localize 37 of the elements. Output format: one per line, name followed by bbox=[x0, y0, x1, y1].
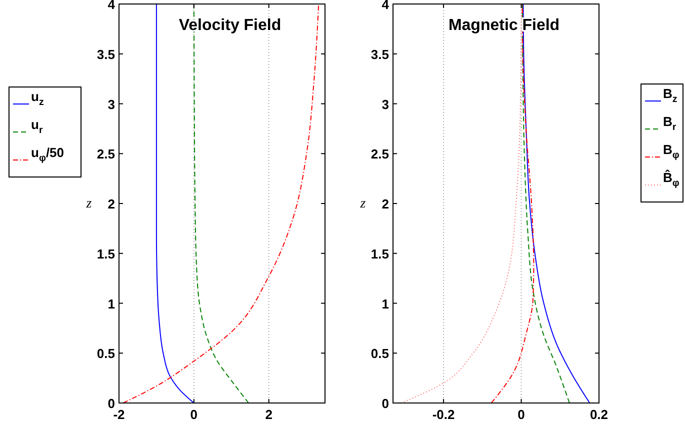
line-series bbox=[522, 4, 570, 403]
y-tick-label: 2.5 bbox=[370, 146, 389, 162]
y-tick-label: 3 bbox=[108, 96, 115, 112]
line-series bbox=[522, 4, 590, 403]
y-tick-label: 0 bbox=[108, 396, 115, 411]
y-tick-label: 3.5 bbox=[96, 46, 115, 62]
x-tick-label: 2 bbox=[265, 407, 272, 422]
x-tick-label: -0.2 bbox=[432, 407, 455, 422]
y-tick-label: 4 bbox=[382, 0, 390, 12]
legend-label: u$_{φ}$/50 bbox=[31, 145, 64, 164]
y-tick-label: 4 bbox=[108, 0, 116, 12]
y-tick-label: 2 bbox=[108, 196, 115, 212]
y-tick-label: 2.5 bbox=[96, 146, 115, 162]
x-tick-label: 0.2 bbox=[590, 407, 608, 422]
legend-label: u$_{r}$ bbox=[31, 117, 43, 136]
y-tick-label: 1.5 bbox=[370, 246, 389, 262]
text: Velocity Field bbox=[178, 17, 282, 34]
legend-label: B̂$_{φ}$ bbox=[663, 170, 680, 188]
y-tick-label: 2 bbox=[382, 196, 389, 212]
y-tick-label: 0.5 bbox=[370, 346, 389, 362]
y-tick-label: 0 bbox=[382, 396, 389, 411]
x-tick-label: 0 bbox=[518, 407, 525, 422]
y-tick-label: 1 bbox=[382, 296, 389, 312]
y-axis-title: z bbox=[359, 196, 366, 212]
x-tick-label: 0 bbox=[190, 407, 198, 422]
x-tick-label: -2 bbox=[113, 407, 125, 422]
legend-label: u$_{z}$ bbox=[31, 89, 44, 108]
y-tick-label: 1 bbox=[108, 296, 115, 312]
line-series bbox=[122, 4, 320, 403]
legend-label: B$_{φ}$ bbox=[663, 142, 680, 160]
y-tick-label: 0.5 bbox=[96, 346, 115, 362]
y-tick-label: 3.5 bbox=[370, 46, 389, 62]
y-axis-title: z bbox=[85, 196, 92, 212]
legend-label: B$_{r}$ bbox=[663, 114, 676, 132]
legend-label: B$_{z}$ bbox=[663, 86, 678, 104]
y-tick-label: 1.5 bbox=[96, 246, 115, 262]
y-tick-label: 3 bbox=[382, 96, 389, 112]
